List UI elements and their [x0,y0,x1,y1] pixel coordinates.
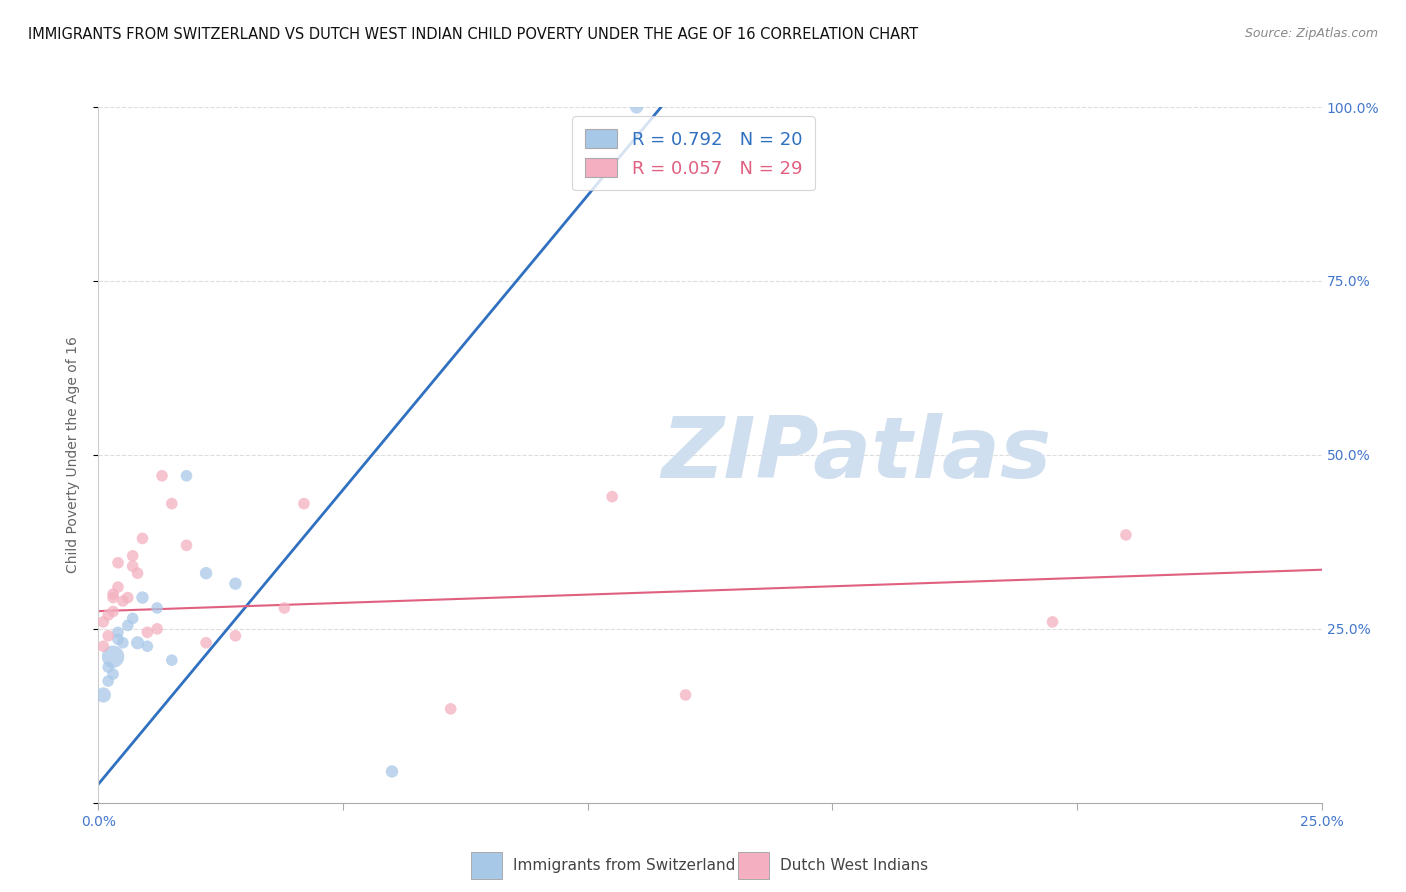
Point [150,468,173,483]
Point [91,639,114,653]
Point [195,636,218,650]
Point [1042,615,1064,629]
Legend: R = 0.792   N = 20, R = 0.057   N = 29: R = 0.792 N = 20, R = 0.057 N = 29 [572,116,815,190]
Point [127,636,149,650]
Point [600,490,623,504]
Point [121,611,143,625]
Point [626,100,648,114]
Point [195,566,218,581]
Point [97,674,120,689]
Point [381,764,404,779]
Point [91,688,114,702]
Point [117,618,139,632]
Point [107,632,129,647]
Point [292,497,315,511]
Text: Source: ZipAtlas.com: Source: ZipAtlas.com [1244,27,1378,40]
Point [111,594,134,608]
Point [97,629,120,643]
Text: Dutch West Indians: Dutch West Indians [780,858,928,872]
Point [101,587,124,601]
Text: Immigrants from Switzerland: Immigrants from Switzerland [513,858,735,872]
Point [97,607,120,622]
Point [107,556,129,570]
Point [131,532,153,546]
Point [107,625,129,640]
Point [146,601,169,615]
Point [136,625,159,640]
Text: ZIPatlas: ZIPatlas [662,413,1052,497]
Point [101,605,124,619]
Point [111,636,134,650]
Point [97,660,120,674]
Point [121,549,143,563]
Y-axis label: Child Poverty Under the Age of 16: Child Poverty Under the Age of 16 [66,336,80,574]
Point [136,639,159,653]
Point [176,538,198,552]
Point [117,591,139,605]
Point [440,702,463,716]
Point [101,649,124,664]
Point [224,629,246,643]
Point [121,559,143,574]
Point [127,566,149,581]
Point [101,667,124,681]
Point [101,591,124,605]
Point [131,591,153,605]
Point [146,622,169,636]
Point [224,576,246,591]
Point [91,615,114,629]
Point [1115,528,1137,542]
Point [273,601,295,615]
Point [160,653,183,667]
Text: IMMIGRANTS FROM SWITZERLAND VS DUTCH WEST INDIAN CHILD POVERTY UNDER THE AGE OF : IMMIGRANTS FROM SWITZERLAND VS DUTCH WES… [28,27,918,42]
Point [107,580,129,594]
Point [176,468,198,483]
Point [675,688,697,702]
Point [160,497,183,511]
